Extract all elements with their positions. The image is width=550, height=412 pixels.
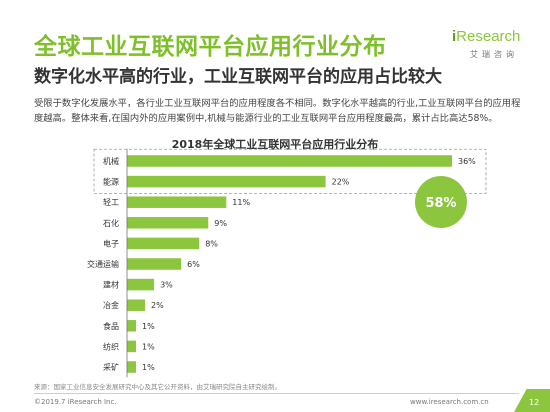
chart-title: 2018年全球工业互联网平台应用行业分布 — [171, 138, 379, 151]
value-label: 36% — [458, 157, 476, 166]
value-label: 22% — [332, 178, 350, 187]
bar — [127, 237, 200, 250]
value-label: 8% — [205, 239, 218, 248]
logo-i: i — [452, 28, 457, 45]
logo-word: Research — [456, 28, 521, 45]
copyright-text: ©2019.7 iResearch Inc. — [34, 398, 117, 406]
value-label: 1% — [142, 322, 155, 331]
category-label: 石化 — [103, 218, 119, 228]
page-title: 全球工业互联网平台应用行业分布 — [34, 34, 387, 60]
page-number: 12 — [529, 398, 540, 407]
value-label: 3% — [160, 281, 173, 290]
page-subtitle: 数字化水平高的行业，工业互联网平台的应用占比较大 — [34, 67, 442, 87]
value-label: 1% — [142, 363, 155, 372]
callout-circle — [415, 176, 467, 228]
bar — [127, 278, 155, 291]
category-label: 建材 — [103, 280, 119, 290]
category-label: 纺织 — [103, 341, 119, 351]
category-label: 轻工 — [103, 197, 119, 207]
bar — [127, 361, 137, 373]
category-label: 食品 — [103, 321, 119, 331]
callout-dashed-box — [93, 148, 487, 194]
value-label: 2% — [151, 301, 164, 310]
callout-label: 58% — [425, 196, 456, 211]
bar — [127, 175, 326, 188]
value-label: 1% — [142, 342, 155, 351]
source-note: 来源：国家工业信息安全发展研究中心及其它公开资料，由艾瑞研究院自主研究绘制。 — [34, 383, 281, 391]
category-label: 机械 — [103, 156, 119, 166]
category-label: 电子 — [103, 238, 119, 248]
footer-divider — [34, 393, 519, 394]
bar — [127, 320, 137, 332]
category-label: 交通运输 — [87, 259, 119, 269]
bar — [127, 155, 452, 167]
bar — [127, 196, 227, 208]
value-label: 11% — [232, 198, 250, 207]
bar — [127, 217, 209, 229]
value-label: 6% — [187, 260, 200, 269]
logo-wordmark: iResearch — [452, 28, 520, 45]
bar — [127, 340, 137, 353]
category-label: 采矿 — [103, 362, 119, 372]
bar — [127, 299, 146, 311]
value-label: 9% — [214, 219, 227, 228]
logo-chinese-name: 艾瑞咨询 — [470, 50, 518, 59]
iresearch-logo: iResearch 艾瑞咨询 — [452, 28, 538, 68]
category-label: 能源 — [103, 177, 119, 187]
description-paragraph: 受限于数字化发展水平，各行业工业互联网平台的应用程度各不相同。数字化水平越高的行… — [34, 98, 521, 124]
bar — [127, 258, 182, 270]
category-label: 冶金 — [103, 300, 119, 310]
site-url: www.iresearch.com.cn — [410, 398, 489, 406]
